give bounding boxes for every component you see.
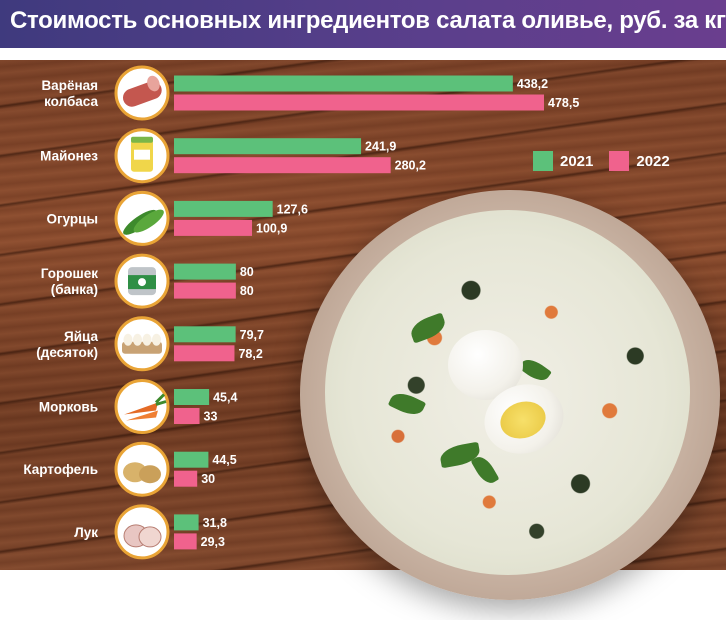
category-label: Горошек: [41, 266, 98, 281]
bar-2021: [174, 326, 236, 343]
potatoes-icon-part: [139, 465, 161, 484]
bar-2022: [174, 219, 253, 236]
mayonnaise-jar-icon: [114, 128, 170, 184]
cucumbers-icon-part: [133, 209, 164, 233]
carrots-icon-part: [124, 402, 158, 415]
onions-icon: [114, 504, 170, 560]
value-label-2022: 80: [240, 284, 254, 298]
bar-2022: [174, 157, 391, 174]
mayonnaise-jar-icon-part: [134, 149, 150, 160]
legend-label-2021: 2021: [560, 152, 594, 170]
category-label: Лук: [74, 525, 98, 540]
legend: 2021 2022: [533, 151, 670, 171]
value-label-2021: 241,9: [365, 140, 396, 154]
title-bar: Стоимость основных ингредиентов салата о…: [0, 0, 726, 48]
bar-2021: [174, 389, 210, 405]
value-label-2021: 44,5: [212, 453, 236, 467]
bar-2021: [174, 138, 362, 155]
category-label: Картофель: [23, 462, 98, 477]
value-label-2021: 45,4: [213, 391, 237, 405]
sausage-icon-part: [147, 75, 160, 92]
peas-can-icon: [114, 253, 170, 309]
bar-2022: [174, 282, 236, 299]
legend-item-2022: 2022: [609, 151, 670, 171]
value-label-2022: 280,2: [395, 159, 426, 173]
legend-swatch-2021: [533, 151, 553, 171]
value-label-2021: 80: [240, 265, 254, 279]
bar-2022: [174, 345, 235, 362]
category-label: Варёная: [41, 78, 98, 93]
sausage-icon: [114, 65, 170, 121]
bar-2022: [174, 470, 198, 487]
legend-swatch-2022: [609, 151, 630, 171]
value-label-2021: 438,2: [517, 77, 548, 91]
bar-2022: [174, 408, 200, 424]
peas-can-icon-part: [138, 278, 146, 287]
bar-2021: [174, 451, 209, 468]
value-label-2021: 127,6: [277, 202, 308, 216]
category-label: Огурцы: [46, 211, 98, 226]
egg-carton-icon-part: [133, 333, 142, 346]
egg-carton-icon-part: [122, 341, 162, 354]
legend-label-2022: 2022: [636, 152, 670, 170]
value-label-2022: 29,3: [201, 535, 225, 549]
bar-2021: [174, 75, 513, 92]
value-label-2022: 478,5: [548, 96, 579, 110]
category-label: Морковь: [39, 400, 98, 415]
egg-carton-icon-part: [142, 333, 152, 346]
category-label: колбаса: [44, 94, 98, 109]
category-label: (банка): [51, 282, 98, 297]
bar-2022: [174, 94, 544, 111]
category-label: Яйца: [64, 329, 98, 344]
bar-2021: [174, 514, 199, 531]
bar-2021: [174, 263, 236, 280]
egg-carton-icon-part: [152, 333, 161, 346]
category-label: Майонез: [40, 149, 98, 164]
bar-2022: [174, 533, 197, 550]
value-label-2021: 79,7: [240, 328, 264, 342]
carrots-icon-part: [154, 393, 167, 406]
value-label-2021: 31,8: [203, 516, 227, 530]
chart-title: Стоимость основных ингредиентов салата о…: [10, 7, 726, 34]
value-label-2022: 30: [201, 472, 215, 486]
legend-item-2021: 2021: [533, 151, 593, 171]
mayonnaise-jar-icon-part: [131, 136, 153, 143]
bar-2021: [174, 200, 273, 217]
carrots-icon: [114, 379, 170, 434]
category-label: (десяток): [36, 345, 98, 360]
icon-circle: [114, 379, 170, 434]
potatoes-icon: [114, 441, 170, 497]
value-label-2022: 100,9: [256, 221, 287, 235]
value-label-2022: 78,2: [238, 347, 262, 361]
cucumbers-icon: [114, 190, 170, 246]
egg-carton-icon-part: [123, 333, 133, 346]
value-label-2022: 33: [204, 410, 218, 424]
egg-carton-icon: [114, 316, 170, 372]
onions-icon-part: [138, 526, 162, 548]
carrots-icon-part: [126, 410, 158, 421]
